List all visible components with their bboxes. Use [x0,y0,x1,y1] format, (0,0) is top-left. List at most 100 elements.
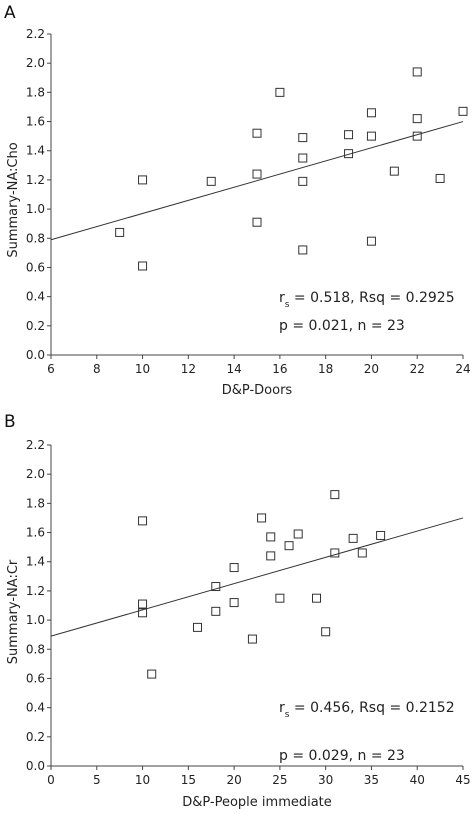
data-point [298,153,308,163]
data-point [330,548,340,558]
data-point [284,541,294,551]
y-tick-label: 0.6 [26,260,45,274]
regression-line-a [50,121,464,241]
x-tick-label: 12 [181,362,196,376]
fit-b [50,517,464,637]
y-tick-label: 2.2 [26,27,45,41]
y-tick-label: 2.0 [26,467,45,481]
x-tick-label: 14 [226,362,241,376]
x-tick-label: 20 [226,773,241,787]
y-tick-label: 1.8 [26,85,45,99]
stat-rs-b: rs = 0.456, Rsq = 0.2152 [279,700,455,720]
y-tick-label: 1.2 [26,173,45,187]
stat-rs-prefix-b: r [279,700,285,716]
y-tick-label: 0.8 [26,642,45,656]
y-tick-label: 0.4 [26,701,45,715]
data-point [192,622,202,632]
y-tick-label: 0.4 [26,290,45,304]
y-tick-label: 1.2 [26,584,45,598]
data-point [412,67,422,77]
x-tick-label: 40 [410,773,425,787]
data-point [138,608,148,618]
data-point [115,227,125,237]
data-point [247,634,257,644]
data-point [266,551,276,561]
data-point [229,563,239,573]
data-point [147,669,157,679]
x-tick-label: 16 [272,362,287,376]
data-point [206,176,216,186]
y-axis-label-a: Summary-NA:Cho [6,142,21,257]
y-tick-label: 0.2 [26,319,45,333]
data-point [435,173,445,183]
data-point [138,175,148,185]
data-point [366,236,376,246]
panel-b: B Summary-NA:Cr D&P-People immediate 0.0… [4,412,471,810]
y-tick-label: 0.2 [26,730,45,744]
stat-p-b: p = 0.029, n = 23 [279,748,405,764]
data-point [357,548,367,558]
x-axis-label-b: D&P-People immediate [182,795,332,810]
data-point [257,513,267,523]
data-point [344,130,354,140]
y-tick-label: 2.0 [26,56,45,70]
data-point [298,133,308,143]
stat-rs-prefix-a: r [279,290,285,306]
ticks-a: 0.0 0.2 0.4 0.6 0.8 1.0 1.2 1.4 1.6 1.8 2.0 2.2 6 8 10… [26,27,471,376]
y-tick-label: 0.0 [26,348,45,362]
y-tick-label: 0.0 [26,759,45,773]
x-tick-label: 35 [364,773,379,787]
data-point [298,245,308,255]
stat-rs-a: rs = 0.518, Rsq = 0.2925 [279,290,455,310]
data-point [252,217,262,227]
data-point [298,176,308,186]
x-tick-label: 30 [318,773,333,787]
panel-letter-b: B [4,412,16,432]
panel-letter-a: A [4,3,16,23]
x-tick-label: 18 [318,362,333,376]
data-point [138,516,148,526]
x-tick-label: 5 [93,773,101,787]
y-tick-label: 2.2 [26,438,45,452]
y-axis-label-b: Summary-NA:Cr [6,559,21,664]
data-point [293,529,303,539]
data-point [266,532,276,542]
regression-line-b [50,517,464,637]
points-a [115,67,468,271]
stat-rs-sub-a: s [285,300,290,310]
data-point [138,261,148,271]
y-tick-label: 1.0 [26,202,45,216]
fit-a [50,121,464,241]
x-tick-label: 6 [47,362,55,376]
y-tick-label: 1.6 [26,526,45,540]
x-tick-label: 25 [272,773,287,787]
x-tick-label: 22 [410,362,425,376]
y-tick-label: 1.6 [26,115,45,129]
data-point [275,593,285,603]
data-point [412,114,422,124]
data-point [330,490,340,500]
stat-rs-text-a: = 0.518, Rsq = 0.2925 [289,290,454,306]
data-point [138,599,148,609]
points-b [138,490,386,679]
x-tick-label: 10 [135,362,150,376]
x-tick-label: 24 [455,362,470,376]
x-tick-label: 15 [181,773,196,787]
data-point [275,87,285,97]
ticks-b: 0.0 0.2 0.4 0.6 0.8 1.0 1.2 1.4 1.6 1.8 2.0 2.2 0 5 10… [26,438,471,787]
x-tick-label: 8 [93,362,101,376]
y-tick-label: 0.8 [26,231,45,245]
data-point [252,128,262,138]
data-point [458,106,468,116]
stat-rs-sub-b: s [285,710,290,720]
data-point [376,530,386,540]
data-point [211,606,221,616]
x-axis-label-a: D&P-Doors [222,383,293,398]
data-point [412,131,422,141]
data-point [366,108,376,118]
panel-a: A Summary-NA:Cho D&P-Doors 0.0 0.2 0.4 0.6 0… [4,3,471,398]
y-tick-label: 0.6 [26,671,45,685]
stat-p-a: p = 0.021, n = 23 [279,318,405,334]
y-tick-label: 1.0 [26,613,45,627]
